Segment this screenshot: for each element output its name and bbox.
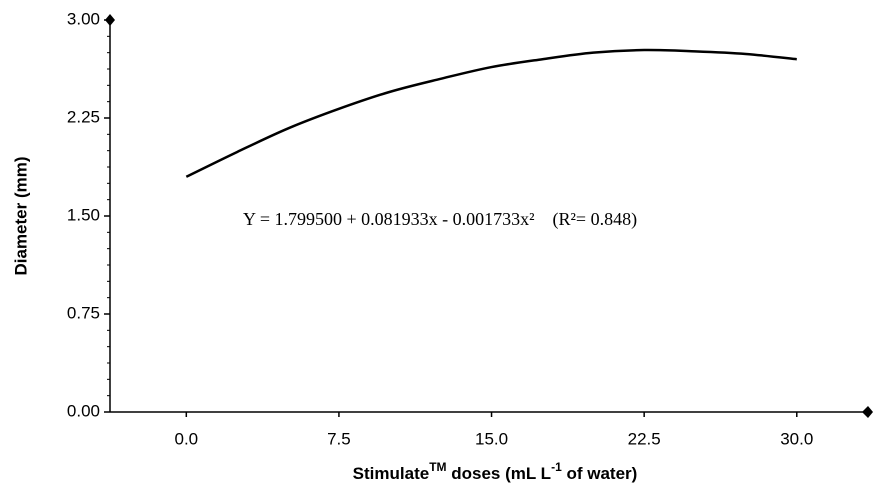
x-axis-title: StimulateTM doses (mL L-1 of water): [353, 460, 638, 483]
x-tick-label: 22.5: [628, 429, 661, 448]
x-title-sup: TM: [429, 460, 446, 474]
y-tick-label: 3.00: [67, 9, 100, 28]
fitted-curve: [185, 48, 797, 178]
x-tick-label: 0.0: [174, 429, 198, 448]
x-title-part: of water): [562, 464, 638, 483]
y-axis-title: Diameter (mm): [11, 156, 30, 275]
x-title-part: doses (mL L: [447, 464, 552, 483]
axis-end-marker: [862, 406, 873, 418]
x-tick-label: 15.0: [475, 429, 508, 448]
x-tick-label: 30.0: [780, 429, 813, 448]
equation-annotation: Y = 1.799500 + 0.081933x - 0.001733x² (R…: [243, 209, 637, 230]
y-tick-label: 1.50: [67, 205, 100, 224]
x-title-sup: -1: [551, 460, 562, 474]
x-tick-label: 7.5: [327, 429, 351, 448]
y-tick-label: 0.00: [67, 401, 100, 420]
y-tick-label: 2.25: [67, 107, 100, 126]
x-title-part: Stimulate: [353, 464, 430, 483]
y-tick-label: 0.75: [67, 303, 100, 322]
